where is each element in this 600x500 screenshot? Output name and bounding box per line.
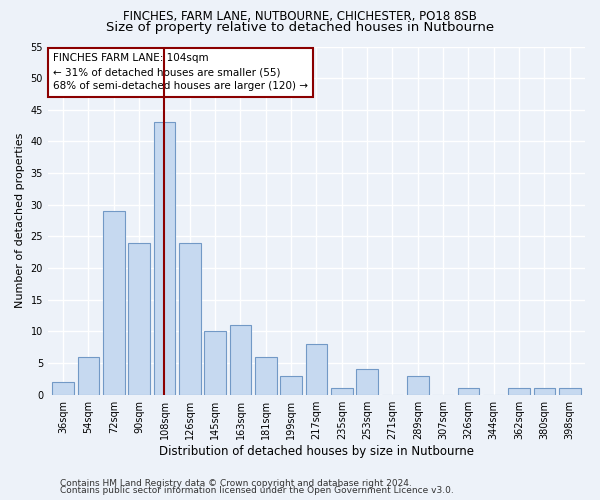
Bar [533, 388, 555, 394]
Bar [103, 211, 125, 394]
Bar [280, 376, 302, 394]
Bar [305, 344, 327, 395]
Bar [179, 243, 200, 394]
Bar [508, 388, 530, 394]
Y-axis label: Number of detached properties: Number of detached properties [15, 133, 25, 308]
Bar [230, 325, 251, 394]
Bar [458, 388, 479, 394]
Text: Contains HM Land Registry data © Crown copyright and database right 2024.: Contains HM Land Registry data © Crown c… [60, 478, 412, 488]
Bar [154, 122, 175, 394]
X-axis label: Distribution of detached houses by size in Nutbourne: Distribution of detached houses by size … [159, 444, 474, 458]
Bar [205, 332, 226, 394]
Bar [52, 382, 74, 394]
Bar [356, 370, 378, 394]
Text: Size of property relative to detached houses in Nutbourne: Size of property relative to detached ho… [106, 21, 494, 34]
Bar [77, 356, 99, 395]
Bar [255, 356, 277, 395]
Text: Contains public sector information licensed under the Open Government Licence v3: Contains public sector information licen… [60, 486, 454, 495]
Bar [559, 388, 581, 394]
Bar [331, 388, 353, 394]
Text: FINCHES, FARM LANE, NUTBOURNE, CHICHESTER, PO18 8SB: FINCHES, FARM LANE, NUTBOURNE, CHICHESTE… [123, 10, 477, 23]
Bar [407, 376, 428, 394]
Text: FINCHES FARM LANE: 104sqm
← 31% of detached houses are smaller (55)
68% of semi-: FINCHES FARM LANE: 104sqm ← 31% of detac… [53, 54, 308, 92]
Bar [128, 243, 150, 394]
